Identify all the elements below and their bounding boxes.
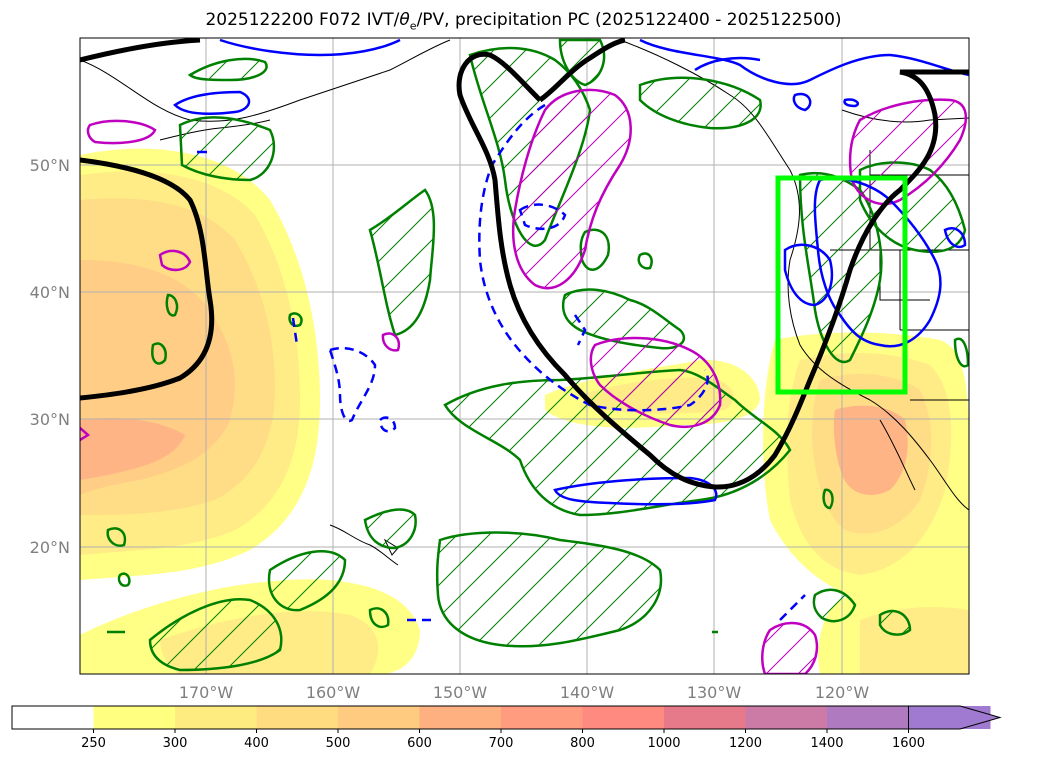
- map-title: 2025122200 F072 IVT/θe/PV, precipitation…: [205, 10, 842, 33]
- map-panel: [80, 38, 969, 674]
- lon-label: 120°W: [815, 683, 870, 702]
- lon-label: 130°W: [687, 683, 742, 702]
- lon-label: 160°W: [306, 683, 361, 702]
- colorbar-segment: [93, 706, 176, 729]
- colorbar-segment: [582, 706, 665, 729]
- colorbar-segment: [256, 706, 339, 729]
- theta-e-contours: [173, 38, 969, 506]
- colorbar-tick-label: 1000: [647, 736, 680, 751]
- lon-labels: 170°W 160°W 150°W 140°W 130°W 120°W: [179, 683, 870, 702]
- colorbar-tick-label: 600: [407, 736, 432, 751]
- colorbar-segment: [12, 706, 94, 729]
- colorbar-segment: [419, 706, 502, 729]
- lat-labels: 50°N 40°N 30°N 20°N: [30, 156, 70, 557]
- colorbar-segment: [664, 706, 746, 729]
- colorbar-tick-label: 1400: [810, 736, 843, 751]
- lat-label: 50°N: [30, 156, 70, 175]
- colorbar-outline: [11, 705, 960, 730]
- colorbar-segment: [501, 706, 583, 729]
- lat-label: 40°N: [30, 283, 70, 302]
- colorbar-tick-label: 800: [570, 736, 595, 751]
- precip-negative-small: [80, 119, 401, 442]
- colorbar-segment: [745, 706, 828, 729]
- colorbar-segment: [827, 706, 909, 729]
- lat-label: 20°N: [30, 538, 70, 557]
- colorbar-segment: [338, 706, 420, 729]
- colorbar-tick-label: 500: [326, 736, 351, 751]
- colorbar-tick-label: 1600: [892, 736, 925, 751]
- lat-label: 30°N: [30, 410, 70, 429]
- highlight-box: [775, 175, 908, 395]
- pv-contours: [80, 38, 969, 490]
- lon-label: 170°W: [179, 683, 234, 702]
- lon-label: 140°W: [560, 683, 615, 702]
- colorbar: 250 300 400 500 600 700 800 1000 1200 1400 1600: [11, 705, 1002, 751]
- colorbar-tick-label: 400: [244, 736, 269, 751]
- colorbar-tick-label: 1200: [729, 736, 762, 751]
- map-border: [79, 37, 970, 675]
- colorbar-tick-label: 300: [163, 736, 188, 751]
- ivt-shading: [80, 148, 969, 674]
- colorbar-segment: [175, 706, 257, 729]
- colorbar-tick-label: 700: [489, 736, 514, 751]
- colorbar-tick-label: 250: [81, 736, 106, 751]
- lon-label: 150°W: [433, 683, 488, 702]
